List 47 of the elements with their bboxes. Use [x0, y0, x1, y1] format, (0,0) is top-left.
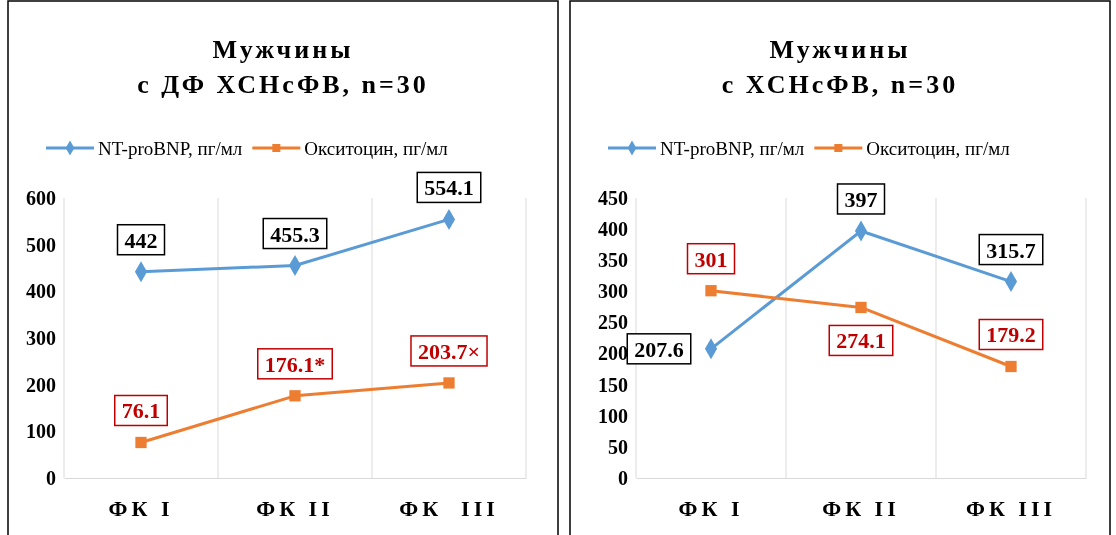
point — [705, 285, 717, 297]
data-label: 274.1 — [836, 328, 886, 354]
y-tick-label: 0 — [46, 466, 56, 489]
y-tick-label: 100 — [598, 404, 628, 427]
data-label: 315.7 — [986, 237, 1036, 263]
y-tick-label: 300 — [26, 326, 56, 349]
data-label: 397 — [844, 186, 878, 212]
y-tick-label: 450 — [598, 186, 628, 209]
legend-label: NT-proBNP, пг/мл — [660, 138, 805, 159]
data-label: 203.7× — [417, 338, 481, 364]
data-label: 207.6 — [634, 336, 684, 362]
legend-label: Окситоцин, пг/мл — [304, 138, 449, 159]
legend-label: Окситоцин, пг/мл — [866, 138, 1011, 159]
y-tick-label: 250 — [598, 311, 628, 334]
y-tick-label: 50 — [608, 435, 628, 458]
data-label: 179.2 — [986, 322, 1036, 348]
x-tick-label: ФК II — [822, 495, 900, 521]
y-tick-label: 0 — [618, 466, 628, 489]
chart-title: Мужчины с ХСНсФВ, n=30 — [721, 35, 959, 99]
data-label: 176.1* — [264, 351, 326, 377]
y-tick-label: 600 — [26, 186, 56, 209]
data-label: 554.1 — [424, 175, 474, 201]
y-tick-label: 500 — [26, 233, 56, 256]
y-tick-label: 150 — [598, 373, 628, 396]
point — [1005, 360, 1017, 373]
point — [855, 301, 867, 314]
legend-label: NT-proBNP, пг/мл — [98, 138, 243, 159]
y-tick-label: 400 — [598, 218, 628, 241]
data-label: 301 — [694, 246, 728, 272]
x-tick-label: ФК I — [678, 495, 744, 521]
y-tick-label: 400 — [26, 280, 56, 303]
data-label: 455.3 — [270, 221, 320, 247]
chart-title: Мужчины с ДФ ХСНсФВ, n=30 — [137, 35, 429, 99]
x-tick-label: ФК III — [965, 495, 1057, 521]
y-tick-label: 350 — [598, 249, 628, 272]
point — [443, 377, 455, 389]
data-label: 76.1 — [121, 398, 161, 424]
point — [135, 436, 147, 449]
y-tick-label: 200 — [598, 342, 628, 365]
x-tick-label: ФК I — [108, 495, 174, 521]
x-tick-label: ФК II — [256, 495, 334, 521]
y-tick-label: 100 — [26, 420, 56, 443]
point — [289, 390, 301, 402]
data-label: 442 — [124, 227, 158, 253]
y-tick-label: 300 — [598, 280, 628, 303]
y-tick-label: 200 — [26, 373, 56, 396]
x-tick-label: ФК III — [399, 495, 499, 521]
